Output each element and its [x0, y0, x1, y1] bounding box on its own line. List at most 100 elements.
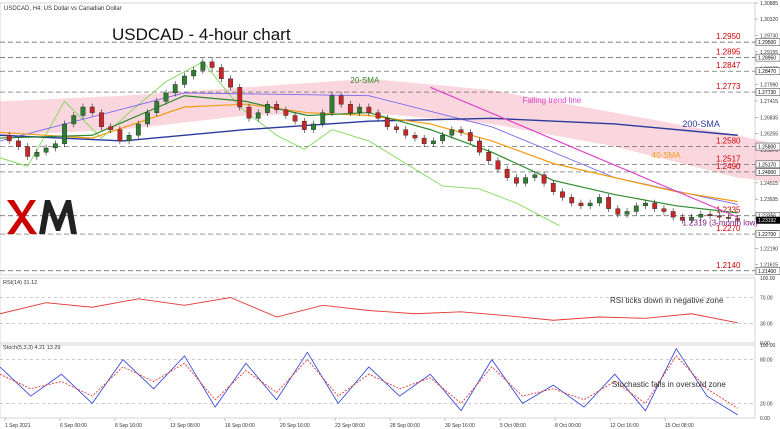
stoch-main-line	[0, 347, 738, 416]
candle-body	[679, 216, 685, 221]
candle-body	[458, 129, 464, 133]
y-tick-label: 100.00	[760, 343, 776, 349]
level-label: 1.2950	[716, 32, 741, 41]
stoch-panel: 100.00 80.00 20.00 0.00	[0, 343, 776, 422]
candle-body	[643, 202, 648, 207]
candle-body	[71, 115, 77, 125]
stoch-annotation: Stochastic falls in oversold zone	[612, 380, 726, 389]
candle-body	[560, 191, 565, 198]
sma20-line	[0, 95, 738, 214]
sma200-line	[0, 117, 738, 142]
candle-body	[735, 218, 741, 221]
y-tick-label: 0.00	[760, 416, 770, 422]
candle-body	[357, 106, 363, 113]
candle-body	[707, 214, 713, 216]
y-tick-label: 1.22190	[760, 246, 778, 252]
candle-body	[477, 140, 482, 153]
y-tick-label: 1.27990	[760, 83, 778, 89]
level-label: 1.2847	[716, 61, 741, 70]
axis-tag-box	[755, 142, 780, 151]
level-label: 1.2335	[716, 206, 741, 215]
candle-body	[25, 146, 31, 157]
sma200-annotation: 200-SMA	[682, 119, 720, 129]
candle-body	[652, 202, 658, 209]
rsi-panel: 100.00 70.00 30.00 0.00	[0, 276, 776, 347]
y-tick-label: 100.00	[760, 276, 776, 282]
candle-body	[311, 123, 316, 130]
candle-body	[6, 135, 12, 142]
trend-annotation: Falling trend line	[523, 96, 582, 105]
candle-body	[274, 104, 280, 111]
x-tick-label: 1 Sep 2021	[5, 423, 31, 429]
y-tick-label: 30.00	[760, 322, 773, 328]
level-label: 1.2490	[716, 162, 741, 171]
candle-body	[301, 120, 307, 130]
candle-body	[596, 197, 602, 204]
axis-tag-box	[755, 230, 780, 238]
current-price-label: 1.23192	[758, 218, 776, 224]
level-label: 1.2270	[716, 224, 741, 233]
x-tick-label: 30 Sep 16:00	[445, 423, 475, 429]
axis-tag-box	[755, 88, 780, 96]
candle-body	[80, 106, 86, 116]
stochPanel-border	[0, 344, 756, 419]
sma40-annotation: 40-SMA	[652, 151, 682, 160]
candle-body	[283, 109, 289, 116]
symbol-line: USDCAD, H4: US Dollar vs Canadian Dollar	[4, 6, 122, 12]
candle-body	[467, 132, 473, 142]
candle-body	[89, 106, 95, 113]
chart-title: USDCAD - 4-hour chart	[112, 25, 291, 44]
y-tick-label: 1.24515	[760, 181, 778, 187]
level-label: 1.2895	[716, 48, 741, 57]
candle-body	[449, 129, 455, 136]
axis-tag-label: 1.29500	[758, 40, 776, 46]
falling-trend-line	[430, 86, 738, 218]
candle-body	[716, 215, 722, 218]
candle-body	[145, 112, 150, 125]
candle-body	[412, 135, 418, 139]
y-tick-label: 1.30885	[760, 1, 778, 7]
candle-body	[661, 208, 667, 212]
candle-body	[228, 78, 233, 88]
price-panel: 1.308851.303201.297301.291551.285701.279…	[0, 1, 780, 276]
candle-body	[726, 216, 731, 219]
y-tick-label: 0.00	[760, 341, 770, 347]
candle-body	[108, 126, 114, 130]
candle-body	[320, 112, 326, 125]
y-tick-label: 1.26255	[760, 132, 778, 138]
level-label: 1.2517	[716, 154, 741, 163]
level-label: 1.2773	[716, 82, 741, 91]
x-tick-label: 16 Sep 00:00	[225, 423, 255, 429]
axis-tag-box	[755, 38, 780, 46]
x-tick-label: 20 Sep 16:00	[280, 423, 310, 429]
xm-logo-text: XM	[0, 0, 2, 1]
y-tick-label: 1.23935	[760, 197, 778, 203]
current-price-tag	[756, 216, 780, 224]
y-tick-label: 70.00	[760, 296, 773, 302]
ichimoku-cloud	[0, 78, 780, 183]
candle-body	[615, 208, 621, 215]
candle-body	[550, 183, 556, 192]
candle-body	[532, 174, 538, 178]
candle-body	[504, 168, 510, 178]
y-tick-label: 1.29155	[760, 50, 778, 56]
candle-body	[431, 140, 436, 144]
axis-tag-label: 1.22700	[758, 232, 776, 238]
candle-body	[255, 112, 261, 119]
candle-body	[523, 177, 529, 184]
candle-body	[246, 106, 252, 119]
candle-body	[52, 143, 58, 149]
candle-body	[62, 123, 67, 144]
x-tick-label: 12 Oct 16:00	[610, 423, 639, 429]
candle-body	[43, 147, 49, 153]
candle-body	[403, 129, 409, 136]
x-tick-label: 23 Sep 08:00	[335, 423, 365, 429]
x-tick-label: 15 Oct 08:00	[665, 423, 694, 429]
level-label: 1.2140	[716, 261, 741, 270]
rsi-annotation: RSI ticks down in negative zone	[610, 296, 724, 305]
candle-body	[265, 104, 270, 113]
candle-body	[292, 115, 298, 122]
candle-body	[329, 95, 335, 113]
axis-tag-box	[755, 267, 780, 275]
candle-body	[633, 205, 639, 212]
